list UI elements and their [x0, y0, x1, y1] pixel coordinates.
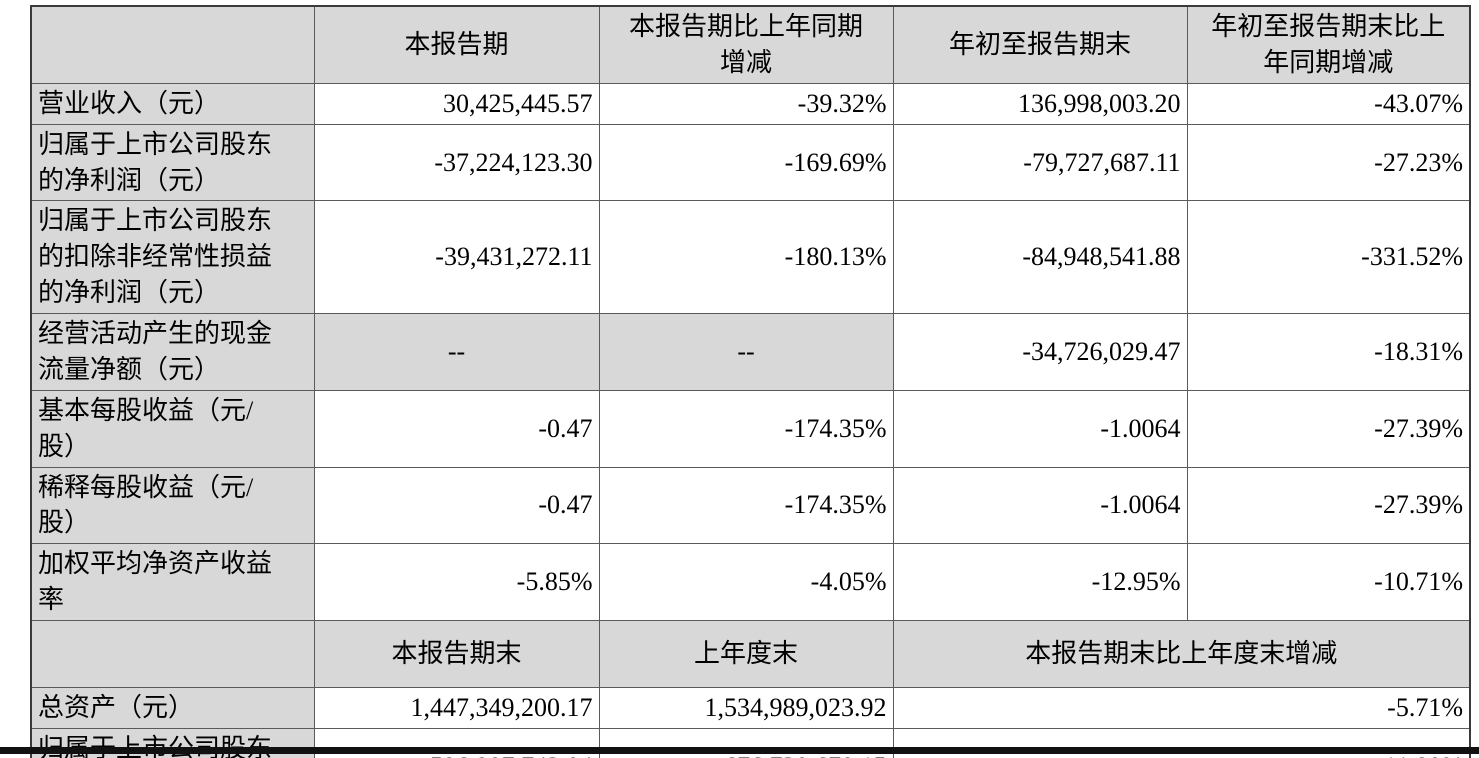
cell-current: -0.47	[313, 389, 600, 468]
cell-current-yoy: -39.32%	[598, 82, 894, 125]
page-bottom-rule	[0, 747, 1479, 754]
cell-current: -0.47	[313, 466, 600, 545]
row-label: 归属于上市公司股东 的扣除非经常性损益 的净利润（元）	[30, 200, 315, 314]
table-row-diluted-eps: 稀释每股收益（元/ 股） -0.47 -174.35% -1.0064 -27.…	[30, 466, 1471, 545]
cell-ytd-yoy: -18.31%	[1186, 313, 1471, 391]
cell-ytd: -34,726,029.47	[892, 313, 1188, 391]
cell-current-yoy: -174.35%	[598, 389, 894, 468]
row-label: 归属于上市公司股东 的净利润（元）	[30, 123, 315, 202]
row-label: 稀释每股收益（元/ 股）	[30, 466, 315, 545]
cell-current-yoy: -4.05%	[598, 543, 894, 621]
key-financials-table: 本报告期 本报告期比上年同期 增减 年初至报告期末 年初至报告期末比上 年同期增…	[30, 5, 1471, 758]
cell-current: -5.85%	[313, 543, 600, 621]
col-header-current-period-yoy: 本报告期比上年同期 增减	[598, 5, 894, 84]
table-row-operating-cash-flow: 经营活动产生的现金 流量净额（元） -- -- -34,726,029.47 -…	[30, 313, 1471, 391]
cell-ytd: -79,727,687.11	[892, 123, 1188, 202]
corner-cell	[30, 5, 315, 84]
cell-ytd: -1.0064	[892, 389, 1188, 468]
cell-ytd-yoy: -43.07%	[1186, 82, 1471, 125]
table-row-revenue: 营业收入（元） 30,425,445.57 -39.32% 136,998,00…	[30, 82, 1471, 125]
row-label: 加权平均净资产收益 率	[30, 543, 315, 621]
cell-ytd-yoy: -27.23%	[1186, 123, 1471, 202]
row-label: 经营活动产生的现金 流量净额（元）	[30, 313, 315, 391]
cell-current: -39,431,272.11	[313, 200, 600, 314]
corner-cell	[30, 620, 315, 688]
cell-current: --	[313, 313, 600, 391]
row-label: 基本每股收益（元/ 股）	[30, 389, 315, 468]
cell-ytd-yoy: -27.39%	[1186, 466, 1471, 545]
cell-ytd: -12.95%	[892, 543, 1188, 621]
cell-ytd-yoy: -10.71%	[1186, 543, 1471, 621]
table-row-basic-eps: 基本每股收益（元/ 股） -0.47 -174.35% -1.0064 -27.…	[30, 389, 1471, 468]
cell-ytd-yoy: -331.52%	[1186, 200, 1471, 314]
row-label: 营业收入（元）	[30, 82, 315, 125]
cell-prev-year-end: 1,534,989,023.92	[598, 687, 894, 729]
cell-ytd-yoy: -27.39%	[1186, 389, 1471, 468]
col-header-ytd-yoy: 年初至报告期末比上 年同期增减	[1186, 5, 1471, 84]
col-header-period-end-change: 本报告期末比上年度末增减	[892, 620, 1471, 688]
cell-ytd: -1.0064	[892, 466, 1188, 545]
col-header-period-end: 本报告期末	[313, 620, 600, 688]
col-header-prev-year-end: 上年度末	[598, 620, 894, 688]
cell-current: -37,224,123.30	[313, 123, 600, 202]
cell-ytd: -84,948,541.88	[892, 200, 1188, 314]
col-header-current-period: 本报告期	[313, 5, 600, 84]
cell-current-yoy: -180.13%	[598, 200, 894, 314]
header-row-period-end: 本报告期末 上年度末 本报告期末比上年度末增减	[30, 620, 1471, 688]
cell-current-yoy: -169.69%	[598, 123, 894, 202]
cell-current-yoy: -174.35%	[598, 466, 894, 545]
table-row-total-assets: 总资产（元） 1,447,349,200.17 1,534,989,023.92…	[30, 687, 1471, 729]
cell-period-end: 1,447,349,200.17	[313, 687, 600, 729]
header-row-period: 本报告期 本报告期比上年同期 增减 年初至报告期末 年初至报告期末比上 年同期增…	[30, 5, 1471, 84]
row-label: 总资产（元）	[30, 687, 315, 729]
cell-change: -5.71%	[892, 687, 1471, 729]
table-row-weighted-avg-roe: 加权平均净资产收益 率 -5.85% -4.05% -12.95% -10.71…	[30, 543, 1471, 621]
table-row-net-profit: 归属于上市公司股东 的净利润（元） -37,224,123.30 -169.69…	[30, 123, 1471, 202]
cell-ytd: 136,998,003.20	[892, 82, 1188, 125]
col-header-ytd: 年初至报告期末	[892, 5, 1188, 84]
table-row-net-profit-excl-nonrecurring: 归属于上市公司股东 的扣除非经常性损益 的净利润（元） -39,431,272.…	[30, 200, 1471, 314]
cell-current: 30,425,445.57	[313, 82, 600, 125]
cell-current-yoy: --	[598, 313, 894, 391]
